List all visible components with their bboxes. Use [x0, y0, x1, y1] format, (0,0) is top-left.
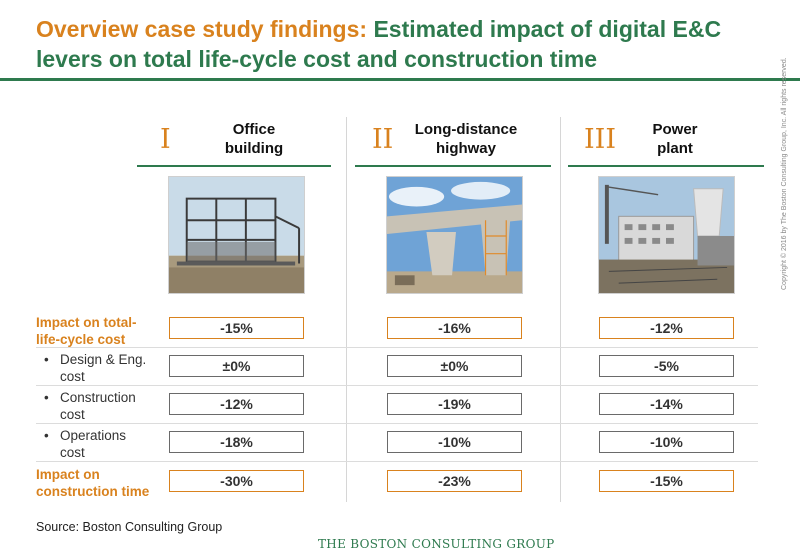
value-office-construction-time: -30% — [169, 470, 304, 492]
row-label-construction-time: Impact on construction time — [36, 466, 149, 500]
row-label-line: Impact on total- — [36, 315, 137, 330]
value-power-operations-cost: -10% — [599, 431, 734, 453]
row-label-operations-cost: • Operations cost — [44, 427, 126, 461]
row-label-line: Design & Eng. — [60, 352, 147, 367]
column-label-line: Office — [232, 121, 276, 138]
column-numeral: III — [584, 124, 616, 155]
value-office-construction-cost: -12% — [169, 393, 304, 415]
bullet: • — [44, 428, 49, 443]
value-power-design-cost: -5% — [599, 355, 734, 377]
row-divider — [36, 347, 758, 348]
column-underline — [568, 165, 764, 167]
row-label-line: construction time — [36, 484, 150, 499]
value-power-construction-cost: -14% — [599, 393, 734, 415]
row-label-line: Impact on — [36, 467, 100, 482]
bcg-logo-text: THE BOSTON CONSULTING GROUP — [318, 537, 555, 551]
row-label-total-life-cycle-cost: Impact on total- life-cycle cost — [36, 314, 137, 348]
column-header-office: I Office building — [160, 120, 330, 166]
office-building-photo — [168, 176, 305, 294]
power-plant-photo — [598, 176, 735, 294]
column-numeral: II — [372, 124, 394, 155]
slide-title-lead: Overview case study findings: — [36, 16, 368, 42]
value-power-construction-time: -15% — [599, 470, 734, 492]
title-divider — [0, 78, 800, 81]
value-highway-design-cost: ±0% — [387, 355, 522, 377]
value-office-operations-cost: -18% — [169, 431, 304, 453]
value-office-total-cost: -15% — [169, 317, 304, 339]
column-underline — [355, 165, 551, 167]
column-separator — [346, 117, 347, 502]
row-label-line: cost — [60, 445, 85, 460]
row-divider — [36, 385, 758, 386]
column-label-line: Power — [652, 121, 698, 138]
value-highway-total-cost: -16% — [387, 317, 522, 339]
row-label-construction-cost: • Construction cost — [44, 389, 136, 423]
row-label-line: cost — [60, 407, 85, 422]
column-label: Power plant — [620, 120, 730, 158]
column-label: Office building — [194, 120, 314, 158]
value-highway-construction-time: -23% — [387, 470, 522, 492]
column-label-line: highway — [435, 140, 496, 157]
slide-title-rest: Estimated impact of digital E&C levers o… — [36, 16, 722, 72]
bullet: • — [44, 390, 49, 405]
copyright-note: Copyright © 2016 by The Boston Consultin… — [781, 57, 788, 290]
column-underline — [137, 165, 331, 167]
row-label-line: Construction — [60, 390, 136, 405]
column-label-line: building — [224, 140, 284, 157]
column-label-line: Long-distance — [414, 121, 518, 138]
row-label-line: life-cycle cost — [36, 332, 126, 347]
row-label-line: cost — [60, 369, 85, 384]
value-power-total-cost: -12% — [599, 317, 734, 339]
row-divider — [36, 461, 758, 462]
highway-photo — [386, 176, 523, 294]
value-highway-operations-cost: -10% — [387, 431, 522, 453]
column-label: Long-distance highway — [396, 120, 536, 158]
row-label-design-eng-cost: • Design & Eng. cost — [44, 351, 146, 385]
row-divider — [36, 423, 758, 424]
source-note: Source: Boston Consulting Group — [36, 520, 223, 534]
column-separator — [560, 117, 561, 502]
value-highway-construction-cost: -19% — [387, 393, 522, 415]
column-header-highway: II Long-distance highway — [372, 120, 550, 166]
column-numeral: I — [160, 124, 171, 155]
column-header-power: III Power plant — [584, 120, 762, 166]
column-label-line: plant — [657, 140, 693, 157]
slide-title: Overview case study findings: Estimated … — [36, 14, 756, 74]
bullet: • — [44, 352, 49, 367]
value-office-design-cost: ±0% — [169, 355, 304, 377]
row-label-line: Operations — [60, 428, 127, 443]
